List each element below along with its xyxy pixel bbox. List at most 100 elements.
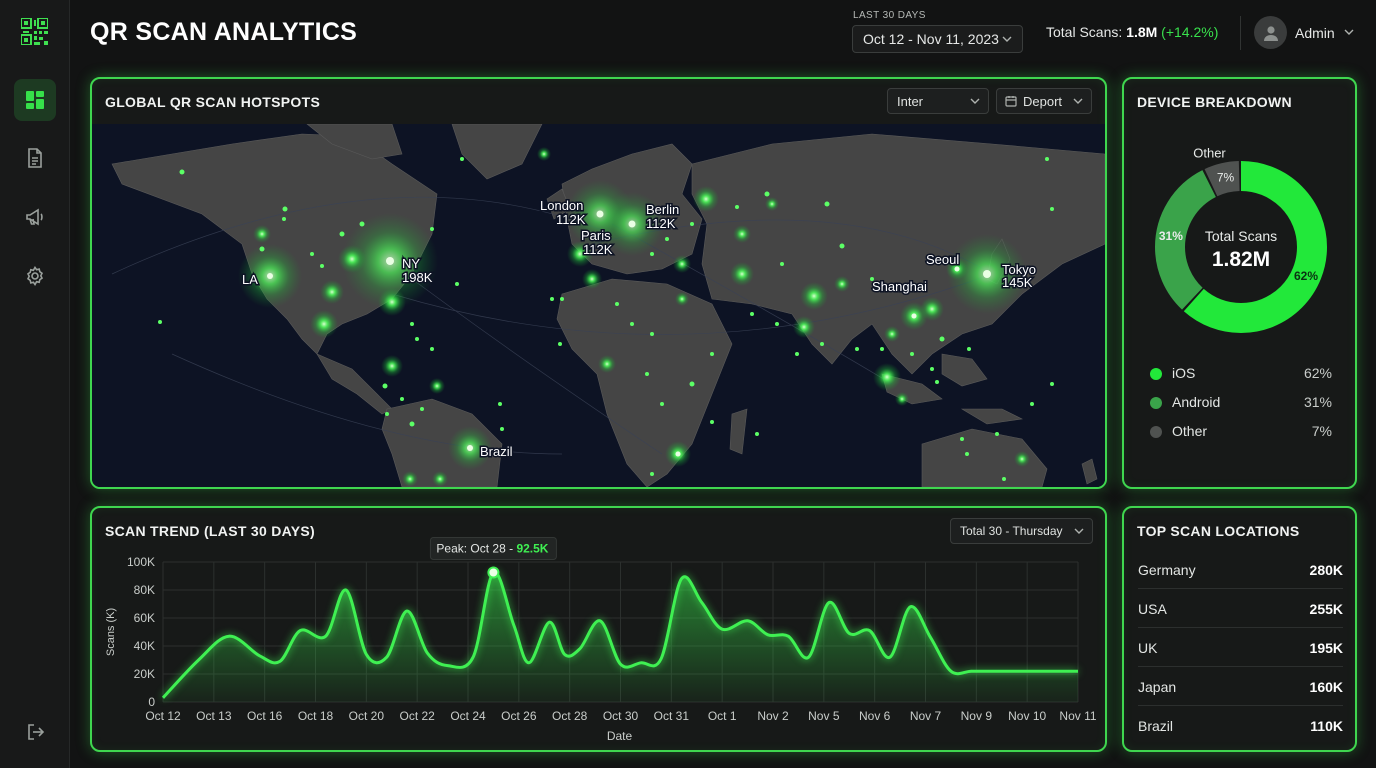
location-row[interactable]: UK 195K — [1138, 628, 1343, 667]
qr-logo-icon[interactable] — [21, 18, 48, 45]
peak-tooltip-value: 92.5K — [516, 542, 548, 556]
scan-trend-panel: SCAN TREND (LAST 30 DAYS) Total 30 - Thu… — [90, 506, 1107, 752]
y-tick-label: 60K — [134, 611, 155, 625]
map-region-select[interactable]: Inter — [887, 88, 989, 114]
total-scans-label: Total Scans: — [1046, 24, 1123, 40]
x-tick-label: Nov 2 — [757, 709, 789, 723]
date-range-value: Oct 12 - Nov 11, 2023 — [863, 31, 999, 47]
x-tick-label: Oct 28 — [552, 709, 588, 723]
map-label-london: London — [540, 198, 583, 213]
map-region-value: Inter — [897, 93, 924, 109]
legend-android-pct: 31% — [1303, 394, 1332, 410]
map-label-berlin: Berlin — [646, 202, 679, 217]
donut-name-other: Other — [1193, 146, 1226, 161]
donut-label-android: 31% — [1159, 229, 1183, 243]
legend-item-other: Other 7% — [1150, 422, 1332, 442]
trend-panel-title: SCAN TREND (LAST 30 DAYS) — [105, 523, 316, 539]
x-tick-label: Oct 16 — [247, 709, 283, 723]
x-tick-label: Oct 18 — [298, 709, 334, 723]
map-label-la: LA — [242, 272, 258, 287]
dashboard-icon — [26, 91, 44, 109]
donut-slice-ios[interactable] — [1155, 161, 1327, 333]
logout-icon — [28, 724, 45, 740]
calendar-icon — [1005, 96, 1017, 107]
trend-chart: 0 20K 40K 60K 80K 100K Oct 12 Oct 13 Oct 16 Oct 1… — [105, 537, 1097, 743]
location-name: USA — [1138, 601, 1167, 617]
x-tick-label: Nov 6 — [859, 709, 891, 723]
trend-line — [161, 570, 1078, 699]
trend-area — [163, 572, 1078, 702]
peak-tooltip-label: Peak: Oct 28 - 92.5K — [436, 542, 548, 556]
map-value-tokyo: 145K — [1002, 275, 1033, 290]
location-row[interactable]: USA 255K — [1138, 589, 1343, 628]
ios-legend-dot — [1150, 368, 1162, 380]
x-tick-label: Oct 24 — [450, 709, 486, 723]
user-menu-chevron-icon[interactable] — [1344, 28, 1354, 36]
megaphone-icon — [26, 208, 43, 226]
peak-point[interactable] — [487, 566, 500, 579]
legend-item-android: Android 31% — [1150, 393, 1332, 413]
sidebar-item-settings[interactable] — [14, 255, 56, 297]
x-tick-label: Oct 13 — [196, 709, 232, 723]
total-scans-delta: (+14.2%) — [1161, 24, 1219, 40]
map-date-value: Deport — [1023, 93, 1063, 109]
x-tick-label: Oct 30 — [603, 709, 639, 723]
location-value: 195K — [1309, 640, 1343, 656]
user-menu-name[interactable]: Admin — [1295, 25, 1335, 41]
map-label-tokyo: Tokyo — [1002, 262, 1036, 277]
device-panel-title: DEVICE BREAKDOWN — [1137, 94, 1292, 110]
y-tick-label: 20K — [134, 667, 155, 681]
chevron-down-icon — [1074, 528, 1084, 534]
legend-other-pct: 7% — [1311, 423, 1332, 439]
x-axis-title: Date — [607, 729, 633, 743]
android-legend-dot — [1150, 397, 1162, 409]
map-label-paris: Paris — [581, 228, 611, 243]
location-name: UK — [1138, 640, 1158, 656]
y-tick-label: 40K — [134, 639, 155, 653]
location-row[interactable]: Brazil 110K — [1138, 706, 1343, 745]
y-tick-label: 0 — [148, 695, 155, 709]
chevron-down-icon — [1073, 98, 1083, 104]
y-tick-label: 100K — [127, 555, 155, 569]
donut-label-other: 7% — [1217, 171, 1235, 185]
donut-center-value: 1.82M — [1212, 248, 1270, 271]
location-value: 255K — [1309, 601, 1343, 617]
legend-other-name: Other — [1172, 423, 1208, 439]
peak-tooltip — [429, 537, 557, 560]
map-value-ny: 198K — [402, 270, 433, 285]
donut-label-ios: 62% — [1294, 269, 1318, 283]
location-row[interactable]: Japan 160K — [1138, 667, 1343, 706]
world-map-canvas: LA NY 198K London 112K Paris 112K Berlin… — [111, 123, 1105, 487]
total-scans-summary: Total Scans: 1.8M (+14.2%) — [1046, 24, 1218, 40]
x-tick-label: Nov 7 — [910, 709, 942, 723]
sidebar-item-campaigns[interactable] — [14, 196, 56, 238]
sidebar-item-dashboard[interactable] — [14, 79, 56, 121]
location-value: 160K — [1309, 679, 1343, 695]
x-tick-label: Oct 31 — [654, 709, 690, 723]
avatar[interactable] — [1254, 16, 1287, 49]
legend-item-ios: iOS 62% — [1150, 364, 1332, 384]
trend-range-value: Total 30 - Thursday — [960, 524, 1063, 538]
map-label-brazil: Brazil — [480, 444, 513, 459]
world-map[interactable]: LA NY 198K London 112K Paris 112K Berlin… — [92, 123, 1105, 487]
map-label-shanghai: Shanghai — [872, 279, 927, 294]
sidebar-item-reports[interactable] — [14, 137, 56, 179]
date-range-select[interactable]: Oct 12 - Nov 11, 2023 — [852, 25, 1023, 53]
map-label-ny: NY — [402, 256, 420, 271]
location-name: Germany — [1138, 562, 1196, 578]
donut-slice-android[interactable] — [1155, 161, 1327, 333]
map-date-select[interactable]: Deport — [996, 88, 1092, 114]
x-tick-label: Oct 12 — [145, 709, 181, 723]
total-scans-value: 1.8M — [1126, 24, 1158, 40]
map-value-paris: 112K — [583, 242, 613, 257]
trend-range-select[interactable]: Total 30 - Thursday — [950, 518, 1093, 544]
legend-android-name: Android — [1172, 394, 1221, 410]
location-value: 110K — [1310, 718, 1343, 734]
x-tick-label: Nov 5 — [808, 709, 840, 723]
logout-button[interactable] — [14, 711, 56, 753]
location-row[interactable]: Germany 280K — [1138, 550, 1343, 589]
map-value-berlin: 112K — [646, 216, 676, 231]
chevron-down-icon — [1002, 36, 1012, 42]
map-value-london: 112K — [556, 212, 586, 227]
gear-icon — [26, 266, 44, 286]
